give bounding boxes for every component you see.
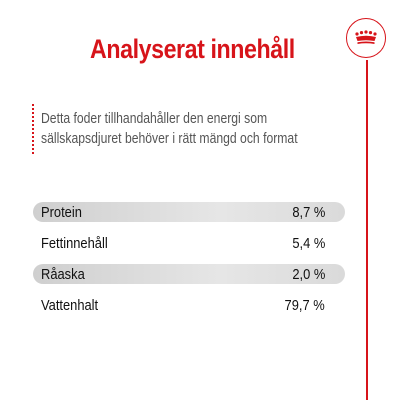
nutrient-row-fettinnehall: Fettinnehåll 5,4 % (33, 233, 345, 253)
crown-icon (355, 30, 377, 44)
nutrient-value: 5,4 % (292, 234, 325, 252)
description-text: Detta foder tillhandahåller den energi s… (41, 111, 298, 147)
vertical-divider-line (366, 60, 368, 400)
nutrient-label: Fettinnehåll (41, 234, 108, 252)
nutrient-row-protein: Protein 8,7 % (33, 202, 345, 222)
dotted-accent-line (32, 104, 34, 154)
nutrient-label: Vattenhalt (41, 296, 99, 314)
brand-logo (346, 18, 386, 58)
nutrient-value: 8,7 % (292, 203, 325, 221)
nutrient-value: 79,7 % (284, 296, 325, 314)
nutrient-label: Råaska (41, 265, 85, 283)
nutrient-label: Protein (41, 203, 82, 221)
page-title: Analyserat innehåll (90, 34, 295, 64)
nutrient-value: 2,0 % (292, 265, 325, 283)
nutrient-row-raaska: Råaska 2,0 % (33, 264, 345, 284)
nutrient-row-vattenhalt: Vattenhalt 79,7 % (33, 295, 345, 315)
